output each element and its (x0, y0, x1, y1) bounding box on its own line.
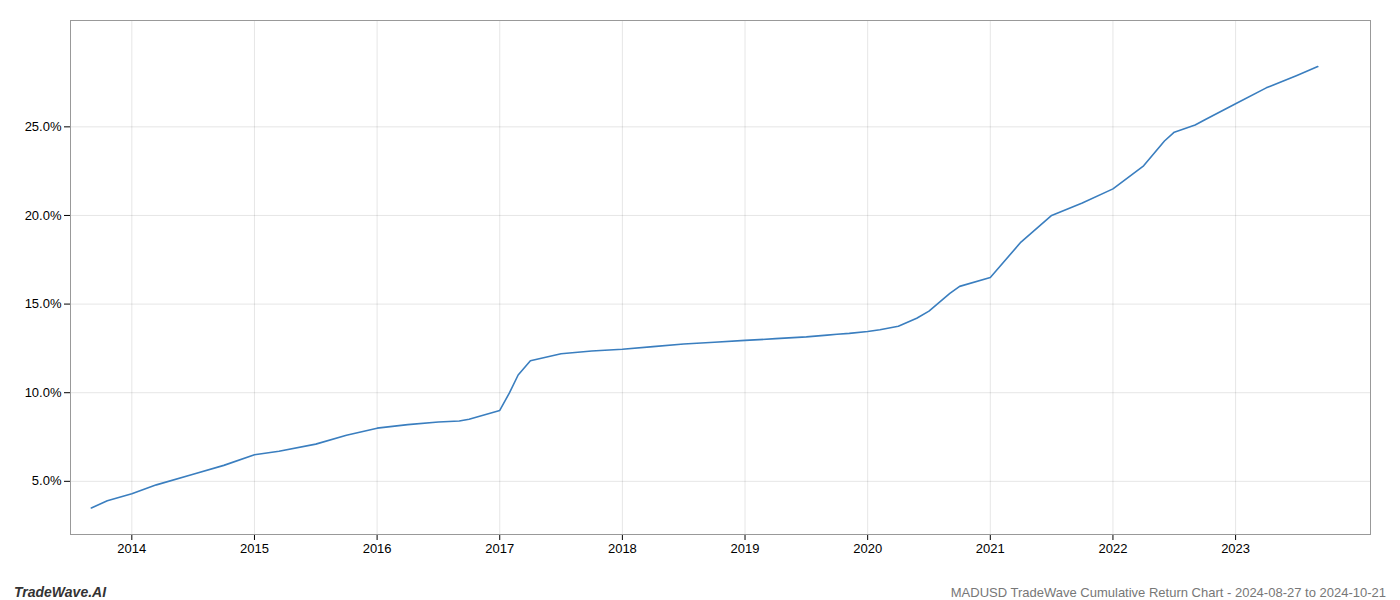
svg-text:2020: 2020 (853, 541, 882, 556)
svg-text:2016: 2016 (363, 541, 392, 556)
svg-text:2019: 2019 (731, 541, 760, 556)
svg-text:2022: 2022 (1098, 541, 1127, 556)
svg-text:20.0%: 20.0% (25, 208, 62, 223)
svg-text:5.0%: 5.0% (32, 473, 62, 488)
svg-text:2018: 2018 (608, 541, 637, 556)
svg-text:15.0%: 15.0% (25, 296, 62, 311)
html-text:MADUSD TradeWave Cumulative Re: MADUSD TradeWave Cumulative Return Chart… (950, 585, 1386, 600)
svg-text:25.0%: 25.0% (25, 119, 62, 134)
svg-text:2021: 2021 (976, 541, 1005, 556)
svg-text:10.0%: 10.0% (25, 385, 62, 400)
svg-text:2015: 2015 (240, 541, 269, 556)
svg-text:2023: 2023 (1221, 541, 1250, 556)
svg-text:2014: 2014 (117, 541, 146, 556)
html-text:TradeWave.AI: TradeWave.AI (14, 584, 107, 600)
svg-text:2017: 2017 (485, 541, 514, 556)
